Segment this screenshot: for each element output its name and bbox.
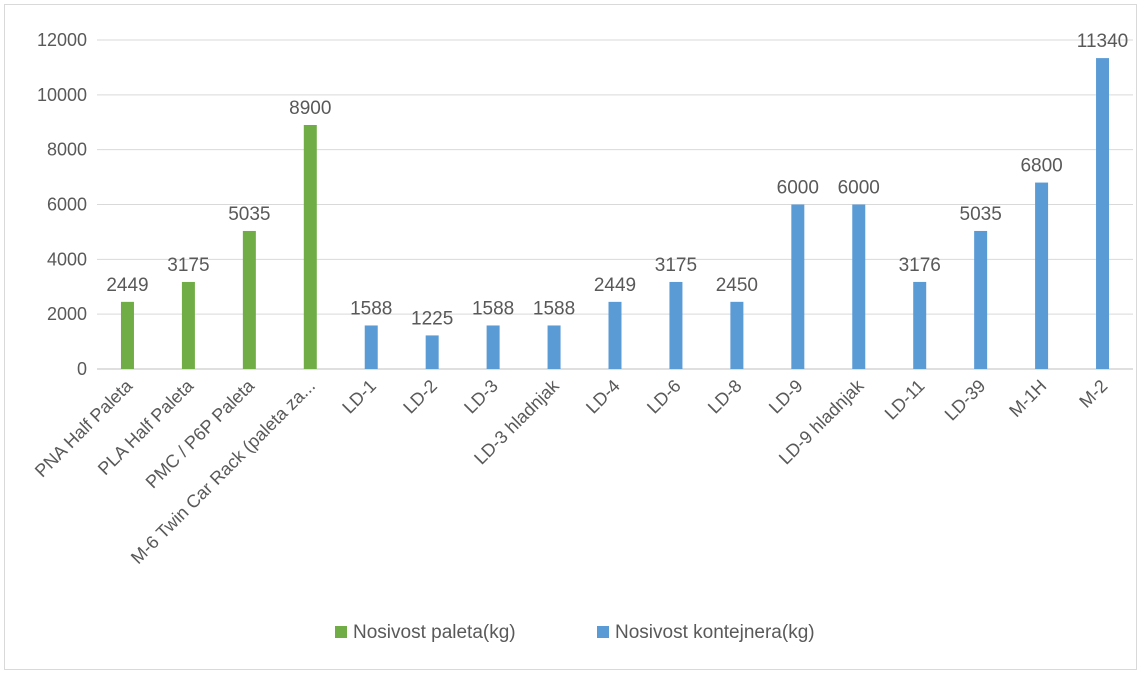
data-label: 2449 [594, 275, 636, 296]
category-label: LD-6 [643, 376, 685, 418]
data-label: 3175 [655, 255, 697, 276]
data-label: 2450 [716, 275, 758, 296]
y-tick-label: 4000 [47, 249, 87, 269]
bar-ld-9 [791, 204, 805, 369]
bar-pmc-p6p-paleta [242, 230, 256, 369]
category-label: LD-4 [582, 376, 624, 418]
y-tick-label: 10000 [37, 85, 87, 105]
bar-m-2 [1096, 58, 1110, 369]
bar-ld-8 [730, 301, 744, 369]
data-label: 2449 [106, 275, 148, 296]
bar-chart: 0 2000 4000 6000 8000 10000 12000 2449 3175 5035… [31, 30, 1133, 643]
category-label: LD-39 [941, 376, 990, 425]
category-label: LD-2 [399, 376, 441, 418]
data-label: 3176 [899, 255, 941, 276]
data-label: 1588 [350, 298, 392, 319]
bar-m-1h [1035, 182, 1049, 369]
data-label: 6000 [777, 178, 819, 199]
bars [120, 58, 1110, 369]
data-label: 11340 [1077, 31, 1128, 52]
category-label: LD-9 [765, 376, 807, 418]
bar-ld-39 [974, 230, 988, 369]
category-label: M-1H [1005, 376, 1050, 421]
category-label: M-2 [1075, 376, 1111, 412]
category-label: PMC / P6P Paleta [142, 375, 259, 492]
bar-ld-1 [364, 325, 378, 369]
legend-swatch [335, 626, 347, 638]
legend: Nosivost paleta(kg) Nosivost kontejnera(k… [335, 622, 815, 643]
bar-ld-2 [425, 335, 439, 369]
bar-ld-6 [669, 281, 683, 369]
bar-ld-3 [486, 325, 500, 369]
legend-swatch [597, 626, 609, 638]
category-label: LD-1 [338, 376, 380, 418]
bar-ld-4 [608, 301, 622, 369]
category-label: LD-3 [460, 376, 502, 418]
y-tick-label: 12000 [37, 30, 87, 50]
bar-ld-9-hladnjak [852, 204, 866, 369]
legend-label: Nosivost kontejnera(kg) [615, 622, 815, 643]
bar-pla-half-paleta [181, 281, 195, 369]
data-label: 3175 [167, 255, 209, 276]
data-label: 1588 [533, 298, 575, 319]
chart-frame: 0 2000 4000 6000 8000 10000 12000 2449 3175 5035… [4, 4, 1137, 670]
data-label: 6800 [1020, 156, 1062, 177]
data-label: 6000 [838, 178, 880, 199]
data-label: 1225 [411, 308, 453, 329]
y-tick-label: 8000 [47, 140, 87, 160]
data-label: 5035 [960, 204, 1002, 225]
bar-ld-3-hladnjak [547, 325, 561, 369]
bar-ld-11 [913, 281, 927, 369]
y-tick-label: 0 [77, 359, 87, 379]
category-label: LD-11 [881, 376, 929, 424]
bar-pna-half-paleta [120, 301, 134, 369]
y-tick-label: 2000 [47, 304, 87, 324]
y-tick-label: 6000 [47, 195, 87, 215]
bar-m-6-twin-car-rack-paleta-za [303, 124, 317, 369]
y-axis-ticks: 0 2000 4000 6000 8000 10000 12000 [37, 30, 87, 379]
legend-label: Nosivost paleta(kg) [353, 622, 516, 643]
category-label: LD-8 [704, 376, 746, 418]
gridlines [97, 39, 1133, 370]
data-label: 8900 [289, 98, 331, 119]
data-label: 1588 [472, 298, 514, 319]
data-labels: 2449 3175 5035 8900 1588 1225 1588 1588 2449 3175… [106, 31, 1128, 329]
data-label: 5035 [228, 204, 270, 225]
